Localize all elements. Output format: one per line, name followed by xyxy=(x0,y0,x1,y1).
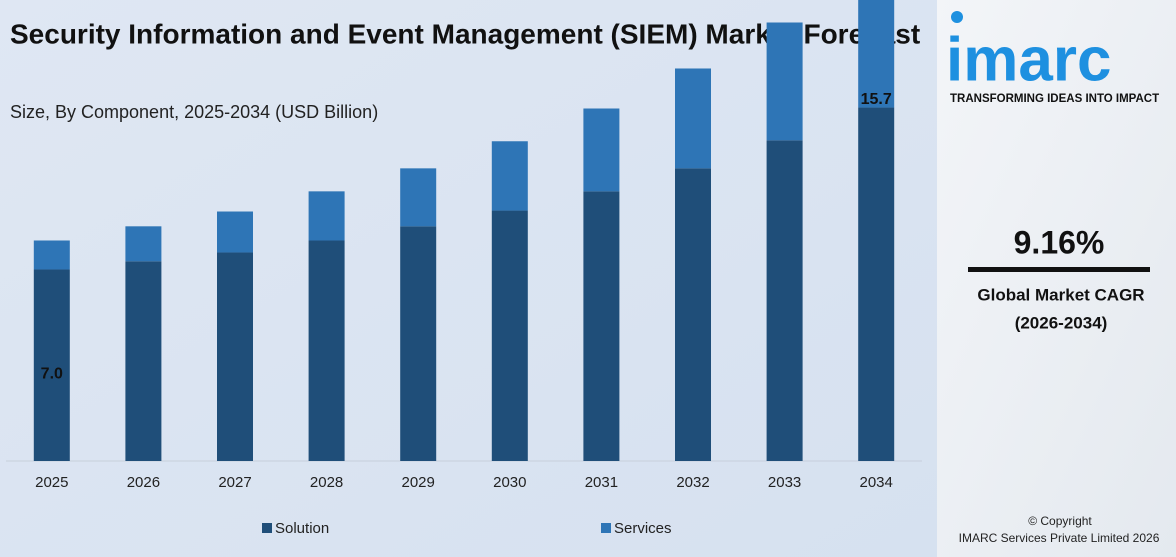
legend-label: Services xyxy=(614,520,672,537)
total-label: 15.7 xyxy=(861,91,892,108)
bar-segment xyxy=(675,168,711,461)
bar-segment xyxy=(217,211,253,253)
cagr-value: 9.16% xyxy=(1014,224,1105,260)
legend-swatch xyxy=(262,523,272,533)
x-tick-label: 2028 xyxy=(310,474,343,491)
chart-subtitle: Size, By Component, 2025-2034 (USD Billi… xyxy=(10,102,378,122)
bar-segment xyxy=(858,0,895,108)
x-tick-label: 2026 xyxy=(127,474,160,491)
logo: imarc xyxy=(946,25,1111,94)
cagr-period: (2026-2034) xyxy=(1015,313,1108,332)
bar-segment xyxy=(308,240,345,461)
bar-segment xyxy=(583,108,620,192)
legend-label: Solution xyxy=(275,520,329,537)
copyright: © Copyright xyxy=(1028,514,1092,528)
bar-segment xyxy=(125,226,162,262)
bar-segment xyxy=(766,22,803,141)
x-tick-label: 2025 xyxy=(35,474,68,491)
x-tick-label: 2033 xyxy=(768,474,801,491)
side-panel xyxy=(937,0,1176,557)
cagr-rule xyxy=(968,267,1150,272)
bar-segment xyxy=(308,191,345,241)
bar-segment xyxy=(125,261,162,461)
x-tick-label: 2034 xyxy=(860,474,893,491)
logo-dot xyxy=(951,11,963,23)
bar-segment xyxy=(400,168,437,227)
x-tick-label: 2030 xyxy=(493,474,526,491)
bar-segment xyxy=(217,252,253,461)
x-tick-label: 2031 xyxy=(585,474,618,491)
bar-segment xyxy=(33,269,70,461)
total-label: 7.0 xyxy=(41,365,63,382)
x-tick-label: 2027 xyxy=(218,474,251,491)
tagline: TRANSFORMING IDEAS INTO IMPACT xyxy=(950,93,1159,105)
legend-swatch xyxy=(601,523,611,533)
bar-segment xyxy=(675,68,711,169)
bar-segment xyxy=(33,240,70,270)
company: IMARC Services Private Limited 2026 xyxy=(959,531,1160,545)
bar-segment xyxy=(766,140,803,461)
bar-segment xyxy=(491,210,528,461)
x-tick-label: 2032 xyxy=(676,474,709,491)
bar-segment xyxy=(400,226,437,461)
bar-segment xyxy=(858,107,895,461)
bar-segment xyxy=(583,191,620,461)
cagr-label: Global Market CAGR xyxy=(977,285,1144,304)
x-tick-label: 2029 xyxy=(402,474,435,491)
bar-segment xyxy=(491,141,528,211)
